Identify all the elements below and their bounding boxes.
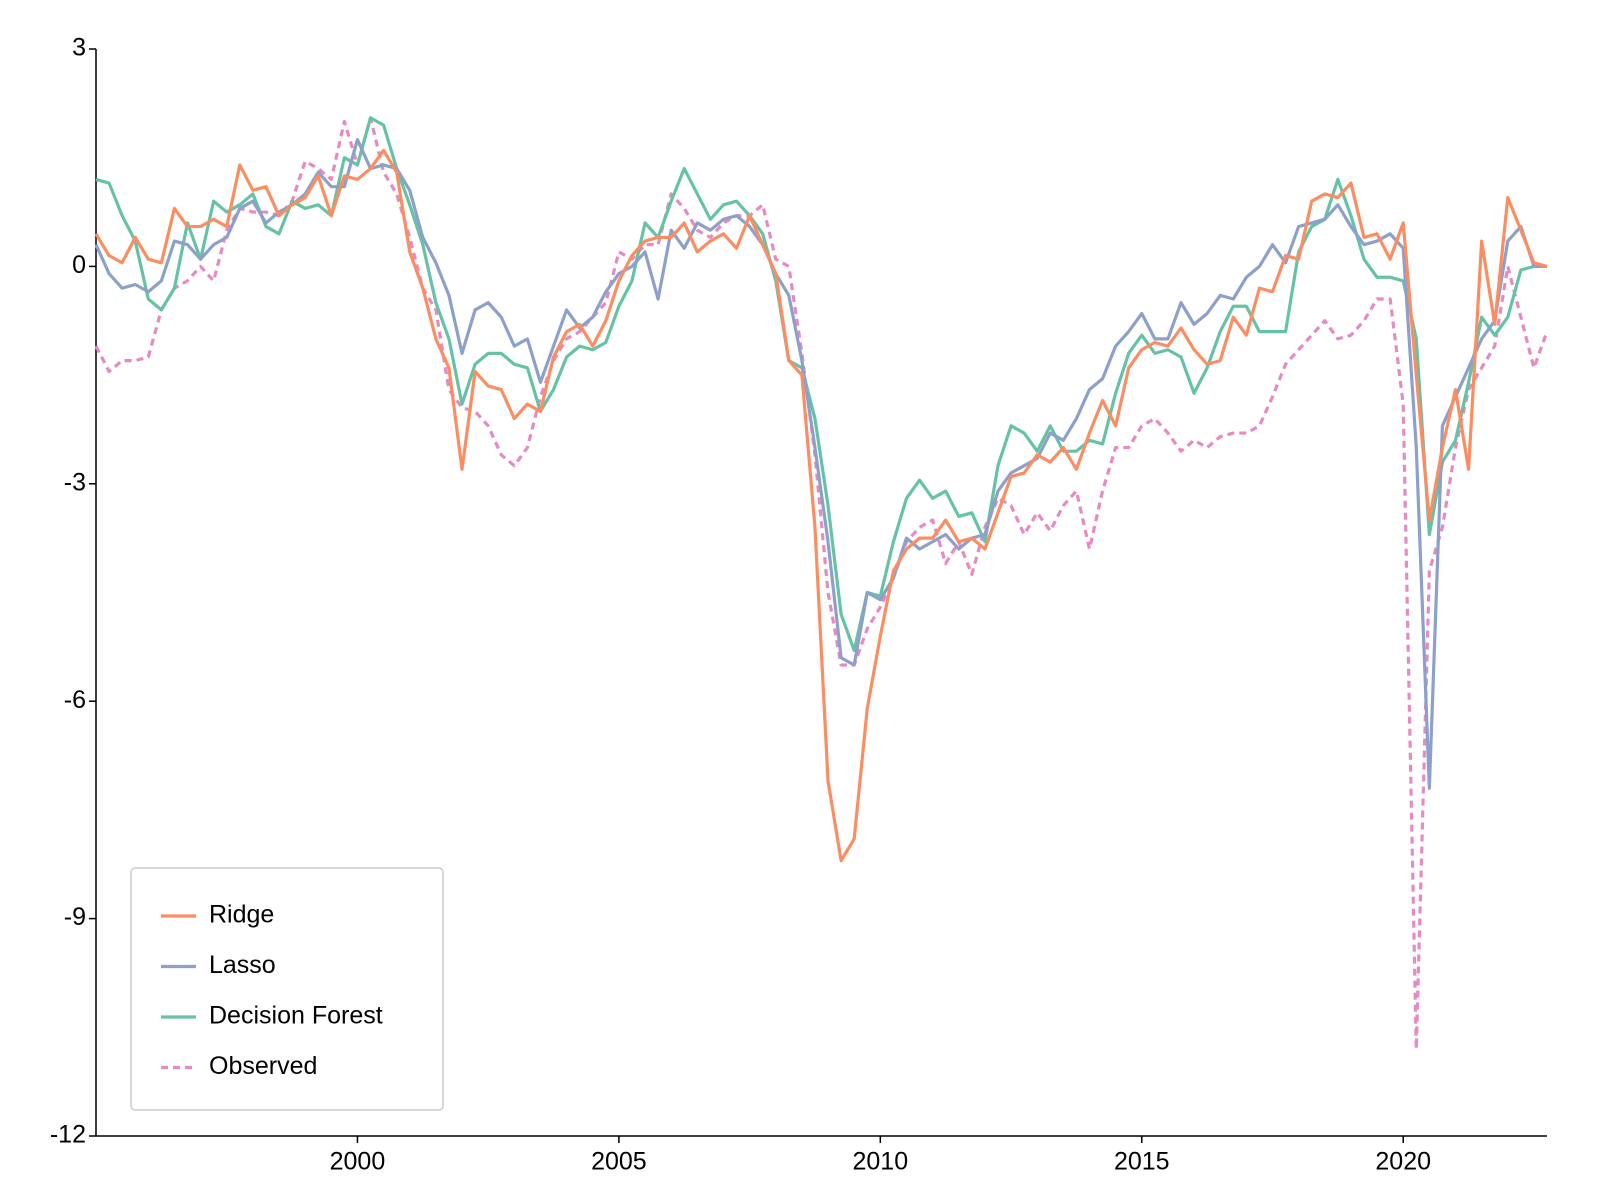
series-line [94,116,1549,1051]
x-tick-label: 2000 [330,1148,386,1176]
y-tick-label: -3 [64,468,86,496]
legend-label: Ridge [209,901,274,929]
y-tick-label: 3 [72,34,86,62]
legend: Ridge Lasso Decision Forest Observed [130,867,444,1111]
series-line [94,148,1548,863]
y-tick-label: -12 [50,1121,86,1149]
x-tick-label: 2020 [1375,1148,1431,1176]
y-tick-label: -9 [64,903,86,931]
legend-label: Lasso [209,951,276,979]
legend-label: Observed [209,1052,317,1080]
x-tick-label: 2015 [1114,1148,1170,1176]
legend-box [130,867,444,1111]
legend-label: Decision Forest [209,1002,383,1030]
x-tick-label: 2010 [853,1148,909,1176]
y-tick-label: 0 [72,251,86,279]
series-line [95,116,1547,653]
x-tick-label: 2005 [591,1148,647,1176]
y-tick-label: -6 [64,686,86,714]
